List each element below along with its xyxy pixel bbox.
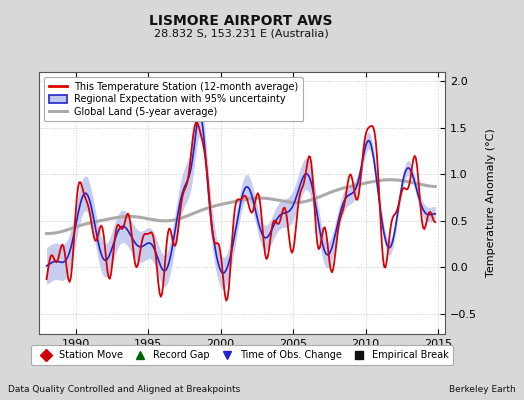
Text: LISMORE AIRPORT AWS: LISMORE AIRPORT AWS [149,14,333,28]
Text: Data Quality Controlled and Aligned at Breakpoints: Data Quality Controlled and Aligned at B… [8,385,240,394]
Text: 28.832 S, 153.231 E (Australia): 28.832 S, 153.231 E (Australia) [154,29,329,39]
Legend: This Temperature Station (12-month average), Regional Expectation with 95% uncer: This Temperature Station (12-month avera… [44,77,303,122]
Legend: Station Move, Record Gap, Time of Obs. Change, Empirical Break: Station Move, Record Gap, Time of Obs. C… [31,345,453,365]
Text: Berkeley Earth: Berkeley Earth [450,385,516,394]
Y-axis label: Temperature Anomaly (°C): Temperature Anomaly (°C) [486,129,496,277]
